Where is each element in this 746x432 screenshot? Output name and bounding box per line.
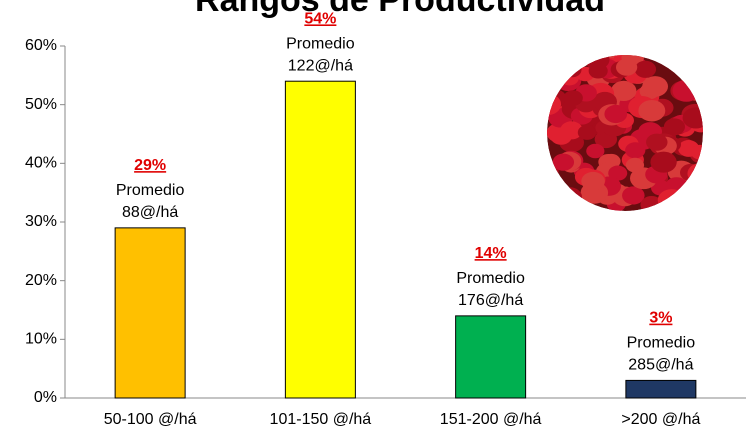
x-tick-label: 151-200 @/há bbox=[440, 411, 542, 428]
bean bbox=[563, 90, 583, 106]
bean bbox=[634, 60, 657, 78]
bean bbox=[660, 202, 680, 211]
bean bbox=[687, 163, 703, 185]
bean bbox=[657, 189, 686, 211]
bean bbox=[625, 142, 646, 159]
bean bbox=[586, 143, 605, 159]
bean bbox=[581, 171, 605, 191]
bean bbox=[547, 178, 558, 195]
bean bbox=[690, 144, 703, 160]
chart-title: Rangos de Productividad bbox=[195, 0, 605, 19]
bar bbox=[114, 227, 186, 399]
bean bbox=[663, 118, 686, 136]
bean bbox=[604, 104, 628, 124]
bean bbox=[547, 93, 562, 116]
bean bbox=[547, 59, 563, 76]
bean bbox=[547, 65, 562, 86]
x-tick-label: 101-150 @/há bbox=[270, 411, 372, 428]
y-tick-label: 50% bbox=[25, 96, 57, 113]
annotation: Promedio bbox=[116, 182, 185, 199]
annotation: Promedio bbox=[286, 35, 355, 52]
bean bbox=[638, 99, 666, 122]
annotation: 122@/há bbox=[288, 57, 353, 74]
bean bbox=[547, 197, 570, 211]
annotation: 285@/há bbox=[628, 357, 693, 374]
coffee-image bbox=[547, 55, 703, 211]
bean bbox=[547, 55, 562, 73]
bean bbox=[615, 58, 638, 76]
y-tick-label: 0% bbox=[34, 389, 57, 406]
bar bbox=[625, 379, 697, 399]
bean bbox=[611, 80, 637, 101]
bean bbox=[682, 59, 703, 79]
bean bbox=[675, 60, 694, 76]
bean bbox=[584, 55, 610, 70]
annotation: 176@/há bbox=[458, 292, 523, 309]
bean bbox=[608, 165, 628, 181]
bean bbox=[562, 62, 582, 78]
bean bbox=[547, 193, 565, 210]
bean bbox=[550, 59, 575, 79]
value-label: 29% bbox=[134, 157, 166, 174]
y-tick-label: 40% bbox=[25, 155, 57, 172]
y-tick-label: 60% bbox=[25, 37, 57, 54]
bean bbox=[625, 157, 645, 173]
bean bbox=[646, 133, 668, 151]
bean bbox=[557, 187, 583, 207]
bean bbox=[622, 186, 645, 205]
y-tick-label: 20% bbox=[25, 272, 57, 289]
x-tick-label: >200 @/há bbox=[621, 411, 700, 428]
value-label: 14% bbox=[475, 245, 507, 262]
bean bbox=[547, 55, 561, 68]
bar bbox=[455, 315, 527, 399]
y-tick-label: 30% bbox=[25, 213, 57, 230]
bean bbox=[686, 184, 703, 203]
bean bbox=[682, 107, 703, 129]
bean bbox=[642, 76, 669, 97]
bean bbox=[552, 153, 575, 171]
value-label: 3% bbox=[649, 310, 672, 327]
bean bbox=[672, 79, 701, 102]
bean bbox=[550, 127, 573, 145]
bean bbox=[577, 125, 597, 140]
y-tick-label: 10% bbox=[25, 331, 57, 348]
value-label: 54% bbox=[304, 10, 336, 27]
annotation: 88@/há bbox=[122, 204, 178, 221]
bean bbox=[650, 151, 677, 173]
x-tick-label: 50-100 @/há bbox=[104, 411, 197, 428]
annotation: Promedio bbox=[627, 335, 696, 352]
bar bbox=[284, 80, 356, 399]
annotation: Promedio bbox=[456, 270, 525, 287]
bean bbox=[692, 55, 703, 66]
bean bbox=[685, 55, 703, 65]
